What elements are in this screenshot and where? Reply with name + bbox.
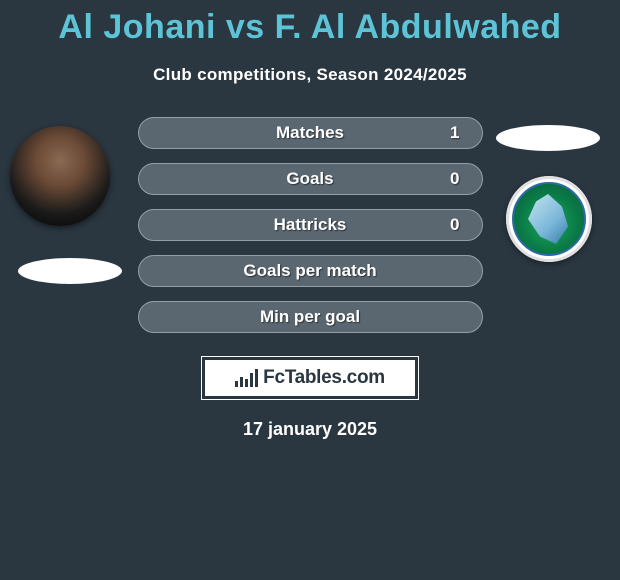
stat-label: Goals bbox=[286, 169, 333, 189]
subtitle: Club competitions, Season 2024/2025 bbox=[0, 65, 620, 85]
brand-text: FcTables.com bbox=[263, 367, 385, 389]
stat-row-goals: Goals 0 bbox=[138, 163, 483, 195]
page-title: Al Johani vs F. Al Abdulwahed bbox=[0, 0, 620, 47]
stat-row-min-per-goal: Min per goal bbox=[138, 301, 483, 333]
brand-box: FcTables.com bbox=[202, 357, 418, 399]
stat-value-right: 1 bbox=[450, 123, 459, 143]
stat-bars: Matches 1 Goals 0 Hattricks 0 Goals per … bbox=[138, 117, 483, 333]
date-label: 17 january 2025 bbox=[0, 419, 620, 440]
stat-row-matches: Matches 1 bbox=[138, 117, 483, 149]
stat-label: Min per goal bbox=[260, 307, 360, 327]
bar-chart-icon bbox=[235, 369, 258, 387]
stat-value-right: 0 bbox=[450, 215, 459, 235]
stat-row-goals-per-match: Goals per match bbox=[138, 255, 483, 287]
stat-label: Hattricks bbox=[274, 215, 347, 235]
stats-area: Matches 1 Goals 0 Hattricks 0 Goals per … bbox=[0, 117, 620, 333]
stat-label: Goals per match bbox=[243, 261, 376, 281]
stat-label: Matches bbox=[276, 123, 344, 143]
stat-row-hattricks: Hattricks 0 bbox=[138, 209, 483, 241]
stat-value-right: 0 bbox=[450, 169, 459, 189]
